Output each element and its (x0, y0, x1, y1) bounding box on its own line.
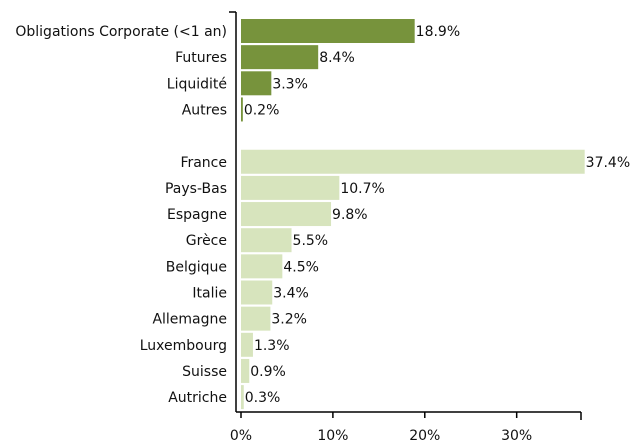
bar (241, 332, 253, 357)
bar (241, 280, 273, 305)
y-tick-label: Autres (182, 102, 227, 118)
data-label: 0.9% (250, 364, 286, 380)
y-tick-label: Pays-Bas (165, 181, 227, 197)
y-tick-label: Allemagne (152, 312, 227, 328)
bar (241, 149, 585, 174)
data-label: 8.4% (319, 50, 355, 66)
data-label: 1.3% (254, 338, 290, 354)
data-label: 37.4% (586, 155, 630, 171)
y-tick-label: Italie (192, 286, 227, 302)
data-label: 0.3% (245, 390, 281, 406)
bar (241, 97, 243, 122)
data-label: 3.3% (272, 76, 308, 92)
y-tick-label: Autriche (168, 390, 227, 406)
y-tick-label: Liquidité (167, 76, 227, 92)
x-tick-label: 0% (230, 428, 252, 444)
bar (241, 254, 283, 279)
y-tick-label: Suisse (182, 364, 227, 380)
data-label: 5.5% (293, 233, 329, 249)
bar (241, 228, 292, 253)
x-tick-label: 10% (317, 428, 348, 444)
x-tick-label: 30% (501, 428, 532, 444)
y-tick-label: Belgique (166, 259, 227, 275)
y-tick-label: Obligations Corporate (<1 an) (15, 24, 227, 40)
x-tick-label: 20% (409, 428, 440, 444)
data-label: 3.2% (271, 312, 307, 328)
data-label: 18.9% (416, 24, 460, 40)
data-label: 0.2% (244, 102, 280, 118)
y-tick-label: Futures (175, 50, 227, 66)
bar (241, 19, 415, 43)
bar (241, 175, 340, 200)
y-tick-label: France (180, 155, 227, 171)
bar (241, 358, 250, 383)
y-tick-label: Grèce (186, 233, 227, 249)
y-tick-label: Espagne (167, 207, 227, 223)
bar (241, 306, 271, 331)
bar (241, 71, 272, 96)
data-label: 3.4% (273, 286, 309, 302)
data-label: 4.5% (283, 259, 319, 275)
bar (241, 385, 244, 410)
data-label: 10.7% (340, 181, 384, 197)
bar (241, 202, 332, 227)
bar (241, 45, 319, 70)
data-label: 9.8% (332, 207, 368, 223)
y-tick-label: Luxembourg (140, 338, 227, 354)
